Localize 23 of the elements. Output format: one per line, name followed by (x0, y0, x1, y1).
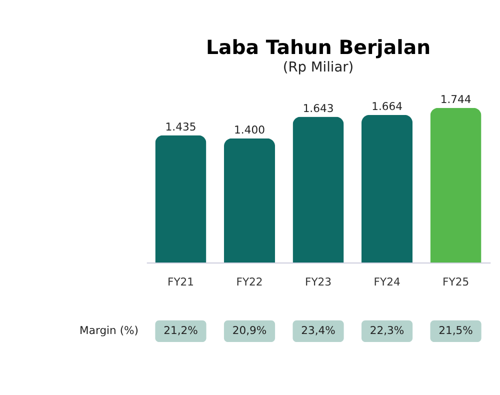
chart-subtitle: (Rp Miliar) (282, 60, 354, 76)
bar (224, 138, 276, 262)
x-tick-label: FY25 (442, 276, 470, 289)
bar (430, 108, 482, 262)
data-label: 1.643 (302, 102, 334, 115)
text: 22,3% (370, 324, 404, 338)
data-label: 1.400 (234, 123, 266, 136)
data-label: 1.744 (440, 92, 472, 106)
text: 23,4% (301, 324, 336, 338)
text: 21,5% (438, 324, 473, 338)
x-tick-label: FY24 (374, 276, 400, 289)
bar (361, 114, 413, 262)
x-tick-label: FY21 (167, 276, 194, 289)
text: 20,9% (232, 324, 267, 338)
chart-title: Laba Tahun Berjalan (206, 36, 431, 59)
text: Margin (%) (80, 324, 139, 338)
x-tick-label: FY23 (305, 276, 332, 289)
data-label: 1.664 (372, 100, 403, 114)
bar (292, 116, 344, 262)
bar (155, 135, 206, 262)
data-label: 1.435 (165, 120, 196, 134)
x-tick-label: FY22 (236, 276, 263, 289)
text: 21,2% (164, 324, 198, 338)
